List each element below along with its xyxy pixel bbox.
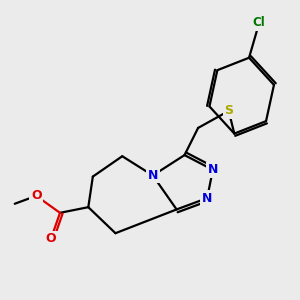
- Text: N: N: [208, 163, 218, 176]
- Text: S: S: [224, 104, 233, 117]
- Text: N: N: [148, 169, 158, 182]
- Text: N: N: [202, 192, 212, 205]
- Text: O: O: [46, 232, 56, 245]
- Text: O: O: [31, 189, 41, 202]
- Text: Cl: Cl: [253, 16, 266, 29]
